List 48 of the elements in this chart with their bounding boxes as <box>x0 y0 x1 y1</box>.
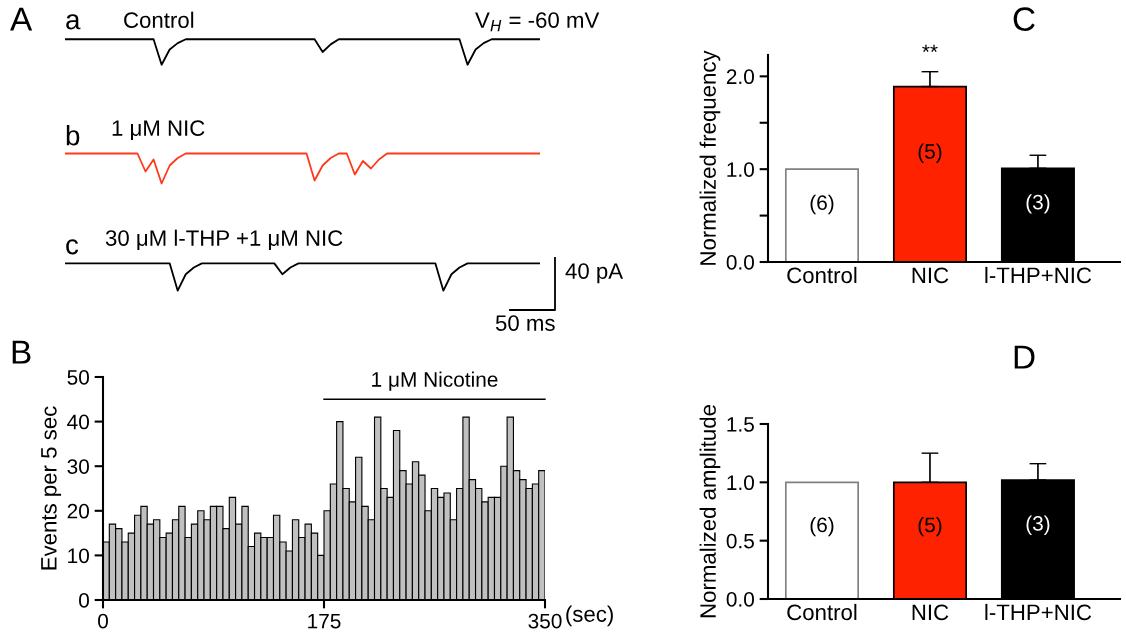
x-tick-label: Control <box>787 266 857 284</box>
y-axis-title: Normalized amplitude <box>699 405 721 618</box>
x-tick-label: l-THP+NIC <box>985 603 1092 621</box>
x-tick-label: l-THP+NIC <box>985 266 1092 284</box>
chart-title: C <box>1013 7 1035 31</box>
annotation: (6) <box>810 194 834 215</box>
y-tick-label: 2.0 <box>726 69 754 85</box>
y-tick-label: 50 <box>67 370 89 385</box>
text: V$_{H}$ = -60 mV <box>475 12 600 32</box>
text: c <box>66 239 79 255</box>
y-tick-label: 1.0 <box>727 475 754 491</box>
x-axis-title: (sec) <box>566 605 613 627</box>
x-tick-label: 350 <box>528 613 562 629</box>
text: Control <box>124 11 194 28</box>
annotation: (6) <box>810 516 834 537</box>
chart-title: B <box>12 340 31 364</box>
annotation: (3) <box>1026 194 1050 214</box>
text: 50 ms <box>495 315 555 331</box>
text: 30 μM l-THP +1 μM NIC <box>105 229 343 251</box>
text: 1 μM NIC <box>112 120 205 141</box>
y-tick-label: 10 <box>68 548 89 564</box>
y-axis-title: Normalized frequency <box>699 50 721 265</box>
text: b <box>66 125 80 146</box>
y-tick-label: 1.5 <box>727 417 754 432</box>
y-tick-label: 0 <box>79 593 89 608</box>
series-label: 1 μM Nicotine <box>372 371 498 391</box>
annotation: (5) <box>918 143 942 163</box>
annotation: (3) <box>1026 515 1050 535</box>
x-tick-label: NIC <box>912 267 949 284</box>
text: a <box>66 14 81 30</box>
annotation: (5) <box>918 516 942 537</box>
x-tick-label: NIC <box>912 604 949 621</box>
y-tick-label: 1.0 <box>727 162 754 177</box>
y-tick-label: 0.0 <box>726 255 754 270</box>
y-tick-label: 0.5 <box>726 533 754 549</box>
x-tick-label: Control <box>787 603 857 621</box>
y-axis-title: Events per 5 sec <box>41 406 62 570</box>
bar <box>784 168 859 262</box>
y-tick-label: 0.0 <box>726 592 754 607</box>
x-tick-label: 175 <box>308 613 341 629</box>
text: A <box>10 7 33 31</box>
y-tick-label: 30 <box>67 459 89 474</box>
y-tick-label: 40 <box>67 414 89 430</box>
text: 40 pA <box>565 263 624 284</box>
x-tick-label: 0 <box>98 613 108 629</box>
y-tick-label: 20 <box>67 503 89 519</box>
chart-title: D <box>1014 345 1035 369</box>
text: ** <box>922 44 938 53</box>
